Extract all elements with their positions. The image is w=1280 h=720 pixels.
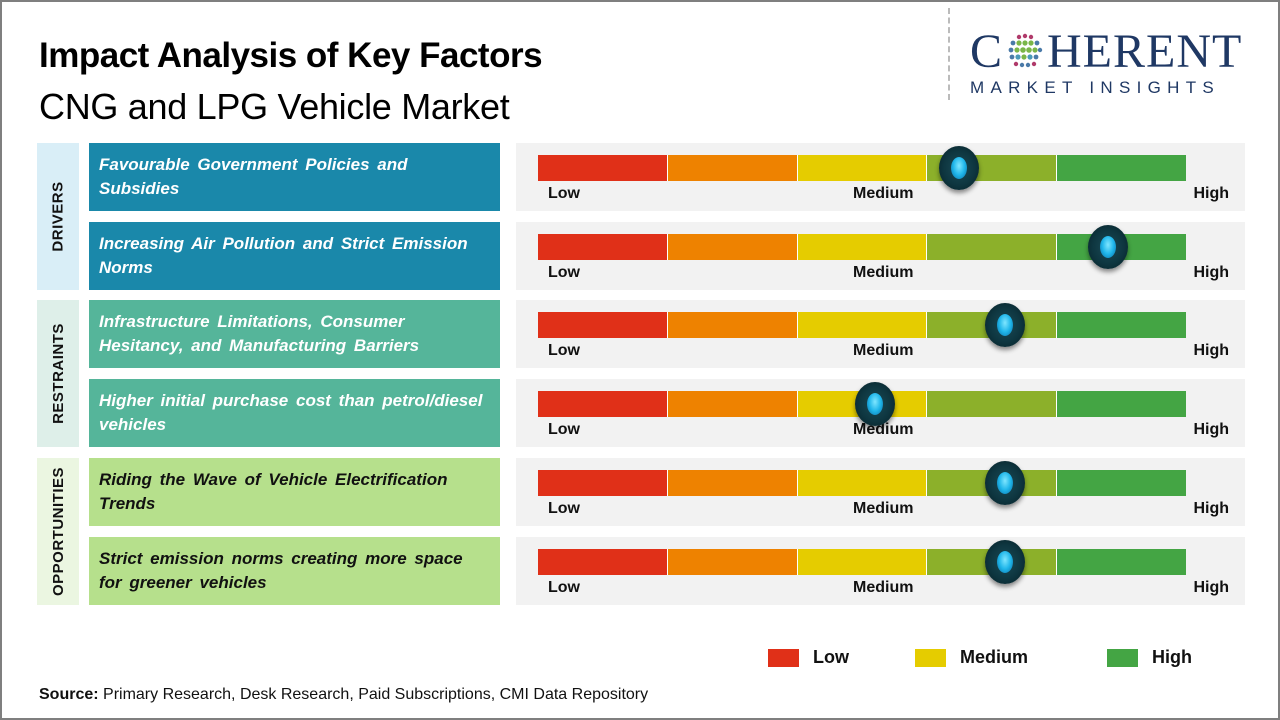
gauge-segment [1057,549,1186,575]
logo-subtext: MARKET INSIGHTS [970,78,1221,97]
gauge-segment [927,234,1058,260]
gauge-label-low: Low [548,421,580,438]
gauge-segment [538,470,668,496]
gauge-label-high: High [1193,421,1229,438]
legend-item-high: High [1107,647,1192,668]
legend-item-low: Low [768,647,849,668]
category-label-restraints: RESTRAINTS [37,300,79,447]
logo-divider [948,8,950,100]
legend-item-medium: Medium [915,647,1028,668]
gauge-segment [797,549,928,575]
gauge-label-medium: Medium [853,264,914,281]
category-label-opportunities: OPPORTUNITIES [37,458,79,605]
gauge-segment [667,549,798,575]
category-text: DRIVERS [49,181,67,252]
gauge-bar [538,470,1186,496]
gauge-bar [538,155,1186,181]
factor-box: Increasing Air Pollution and Strict Emis… [89,222,500,290]
legend-label-high: High [1152,647,1192,667]
gauge-label-low: Low [548,264,580,281]
gauge-segment [1057,470,1186,496]
source-label: Source: [39,686,99,703]
gauge-segment [1057,391,1186,417]
gauge-bar [538,549,1186,575]
category-text: OPPORTUNITIES [49,466,67,597]
impact-gauge: Low Medium High [516,537,1245,605]
gauge-segment [538,312,668,338]
page-subtitle: CNG and LPG Vehicle Market [39,86,510,127]
category-text: RESTRAINTS [49,323,67,424]
gauge-segment [667,234,798,260]
gauge-knob-marker [854,382,895,426]
gauge-label-high: High [1193,500,1229,517]
impact-gauge: Low Medium High [516,300,1245,368]
gauge-label-medium: Medium [853,185,914,202]
gauge-label-low: Low [548,500,580,517]
legend-label-low: Low [813,647,849,667]
gauge-segment [667,391,798,417]
gauge-segment [538,391,668,417]
company-logo: C HERENT MARKET INSIGHTS [970,28,1260,98]
factor-box: Riding the Wave of Vehicle Electrificati… [89,458,500,526]
legend-swatch-medium [915,648,946,667]
source-note: Source: Primary Research, Desk Research,… [39,686,648,704]
gauge-segment [797,470,928,496]
gauge-label-high: High [1193,185,1229,202]
impact-gauge: Low Medium High [516,143,1245,211]
gauge-knob-marker [984,461,1025,505]
gauge-label-low: Low [548,185,580,202]
gauge-segment [538,549,668,575]
logo-text-right: HERENT [1047,25,1243,78]
impact-gauge: Low Medium High [516,458,1245,526]
factor-box: Higher initial purchase cost than petrol… [89,379,500,447]
gauge-label-high: High [1193,342,1229,359]
gauge-segment [538,234,668,260]
gauge-label-medium: Medium [853,500,914,517]
impact-gauge: Low Medium High [516,379,1245,447]
page-title: Impact Analysis of Key Factors [39,36,543,75]
gauge-segment [797,234,928,260]
legend-swatch-high [1107,648,1138,667]
factor-box: Favourable Government Policies and Subsi… [89,143,500,211]
logo-text-left: C [970,25,1004,78]
factor-box: Infrastructure Limitations, Consumer Hes… [89,300,500,368]
gauge-segment [927,391,1058,417]
gauge-knob-marker [984,540,1025,584]
category-label-drivers: DRIVERS [37,143,79,290]
gauge-segment [538,155,668,181]
impact-gauge: Low Medium High [516,222,1245,290]
gauge-segment [1057,312,1186,338]
gauge-segment [667,470,798,496]
gauge-label-high: High [1193,264,1229,281]
gauge-bar [538,391,1186,417]
gauge-segment [667,155,798,181]
legend-swatch-low [768,648,799,667]
gauge-segment [667,312,798,338]
gauge-label-medium: Medium [853,579,914,596]
factor-box: Strict emission norms creating more spac… [89,537,500,605]
gauge-knob-marker [984,303,1025,347]
gauge-segment [797,312,928,338]
gauge-label-low: Low [548,579,580,596]
globe-dots-icon [1008,33,1043,68]
gauge-knob-marker [1088,225,1129,269]
source-text: Primary Research, Desk Research, Paid Su… [98,686,649,703]
gauge-label-low: Low [548,342,580,359]
gauge-label-high: High [1193,579,1229,596]
gauge-bar [538,312,1186,338]
gauge-segment [797,155,928,181]
legend-label-medium: Medium [960,647,1029,667]
gauge-segment [1057,155,1186,181]
gauge-bar [538,234,1186,260]
gauge-label-medium: Medium [853,421,914,438]
gauge-knob-marker [939,146,980,190]
gauge-label-medium: Medium [853,342,914,359]
